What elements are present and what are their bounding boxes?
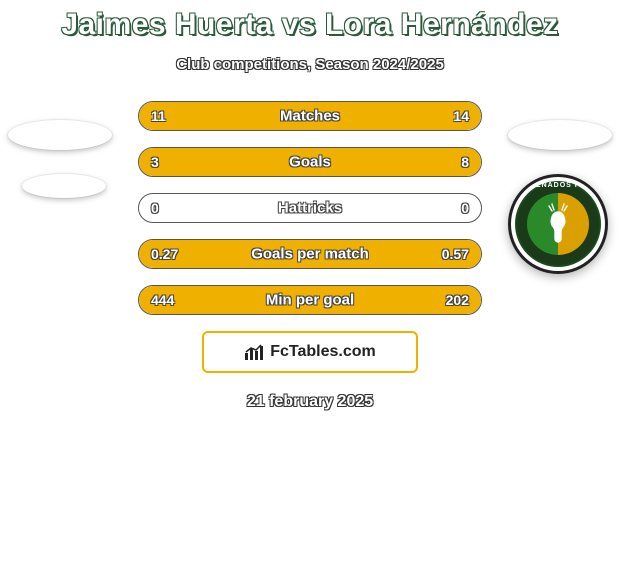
- subtitle: Club competitions, Season 2024/2025: [0, 56, 620, 73]
- page-title: Jaimes Huerta vs Lora Hernández: [0, 0, 620, 42]
- date-label: 21 february 2025: [0, 393, 620, 411]
- stat-value-left: 0: [151, 200, 159, 216]
- stat-value-right: 0: [461, 200, 469, 216]
- stat-value-left: 0.27: [151, 246, 178, 262]
- stat-row: 0.27 0.57 Goals per match: [138, 239, 482, 269]
- stat-value-right: 14: [453, 108, 469, 124]
- stat-label: Min per goal: [266, 292, 354, 309]
- branding-label: FcTables.com: [270, 343, 376, 361]
- bar-right: [231, 148, 481, 176]
- stat-label: Goals per match: [251, 246, 369, 263]
- stat-value-left: 11: [151, 108, 166, 124]
- stat-row: 444 202 Min per goal: [138, 285, 482, 315]
- stat-row: 3 8 Goals: [138, 147, 482, 177]
- stat-value-right: 8: [461, 154, 469, 170]
- stat-row: 11 14 Matches: [138, 101, 482, 131]
- stats-chart: 11 14 Matches 3 8 Goals 0 0 Hattricks 0.27 0.57 Goa…: [0, 101, 620, 315]
- stat-value-left: 444: [151, 292, 174, 308]
- stat-label: Goals: [289, 154, 331, 171]
- stat-row: 0 0 Hattricks: [138, 193, 482, 223]
- stat-label: Hattricks: [278, 200, 342, 217]
- stat-label: Matches: [280, 108, 340, 125]
- branding-badge: FcTables.com: [202, 331, 418, 373]
- stat-value-left: 3: [151, 154, 159, 170]
- stat-value-right: 202: [446, 292, 469, 308]
- stat-value-right: 0.57: [442, 246, 469, 262]
- chart-icon: [244, 343, 266, 361]
